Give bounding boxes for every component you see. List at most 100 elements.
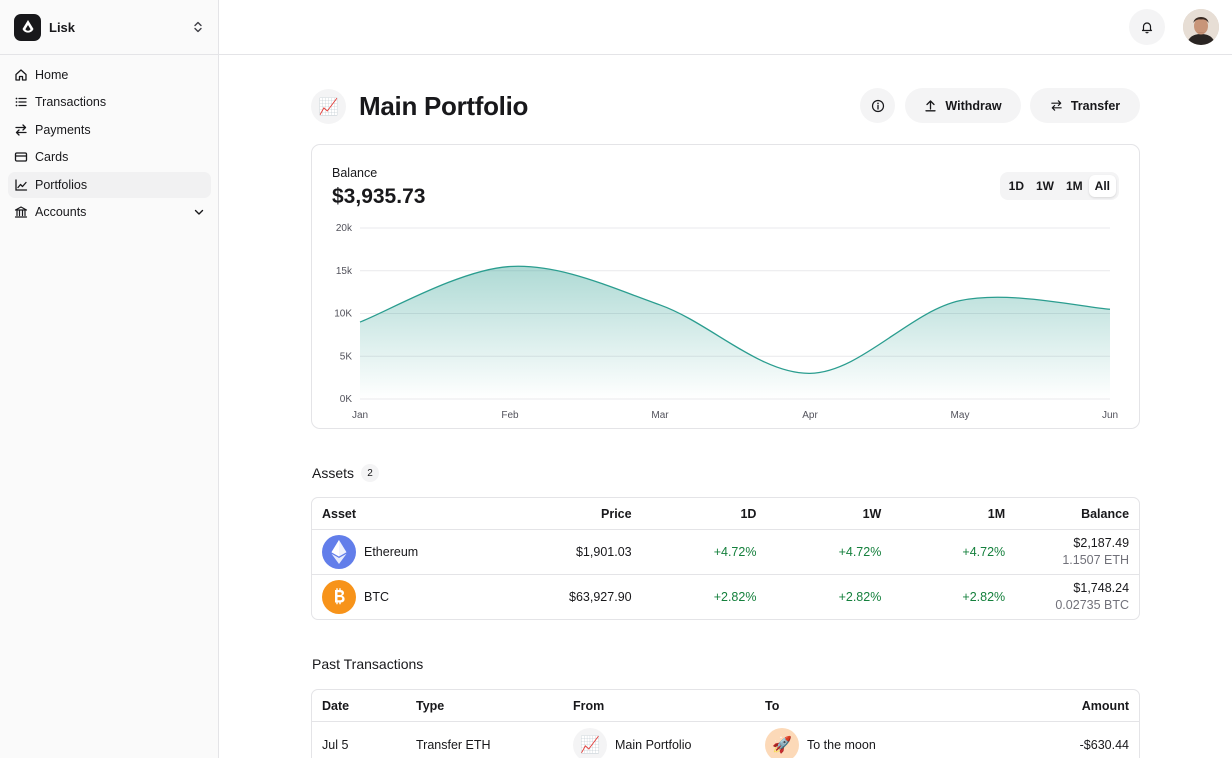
chart-x-tick-label: Feb [501, 410, 519, 421]
chart-x-tick-label: Mar [651, 410, 669, 421]
info-button[interactable] [860, 88, 895, 123]
column-header: 1D [740, 506, 757, 521]
list-icon [15, 97, 27, 107]
sidebar-item-label: Cards [35, 150, 69, 165]
chart-y-tick-label: 20k [336, 223, 353, 234]
transaction-from-name: Main Portfolio [615, 737, 692, 752]
asset-price: $1,901.03 [575, 545, 632, 559]
assets-heading: Assets 2 [312, 464, 380, 482]
sidebar: Lisk Home Transactions Payments Cards Po… [0, 0, 219, 758]
ethereum-icon [322, 535, 356, 569]
transaction-to-name: To the moon [807, 737, 876, 752]
column-header: Asset [322, 506, 357, 521]
table-row[interactable]: Jul 5 Transfer ETH 📈 Main Portfolio 🚀 To… [312, 722, 1139, 758]
table-row[interactable]: BTC $63,927.90 +2.82% +2.82% +2.82% $1,7… [312, 575, 1139, 619]
sidebar-divider [0, 54, 218, 55]
notifications-button[interactable] [1129, 9, 1165, 45]
asset-change-1w: +2.82% [838, 590, 882, 604]
lisk-logo-icon [14, 13, 41, 41]
balance-label: Balance [332, 166, 378, 180]
asset-cell: Ethereum [312, 535, 532, 569]
withdraw-button[interactable]: Withdraw [905, 88, 1021, 123]
column-header: Amount [1081, 698, 1129, 713]
bank-icon [14, 206, 28, 218]
column-header: Balance [1081, 506, 1130, 521]
asset-change-1m: +2.82% [962, 590, 1006, 604]
assets-title: Assets [312, 465, 355, 481]
asset-balance-usd: $2,187.49 [1073, 536, 1130, 550]
chart-x-tick-label: Jan [352, 410, 368, 421]
asset-balance-coin: 0.02735 BTC [1055, 598, 1130, 612]
transaction-date: Jul 5 [322, 737, 349, 752]
avatar[interactable] [1183, 9, 1219, 45]
column-header: 1M [987, 506, 1006, 521]
transactions-heading: Past Transactions [312, 656, 423, 672]
column-header: 1W [862, 506, 882, 521]
asset-cell: BTC [312, 580, 532, 614]
chart-area-fill [360, 266, 1110, 399]
arrows-icon [15, 124, 27, 136]
asset-balance-usd: $1,748.24 [1073, 581, 1130, 595]
asset-name: BTC [364, 590, 389, 604]
column-header: From [573, 698, 605, 713]
sidebar-item-portfolios[interactable]: Portfolios [8, 171, 211, 198]
asset-change-1d: +2.82% [713, 590, 757, 604]
page-title: Main Portfolio [359, 91, 529, 121]
topbar-divider [219, 54, 1232, 55]
table-row[interactable]: Ethereum $1,901.03 +4.72% +4.72% +4.72% … [312, 530, 1139, 575]
range-all-button[interactable]: All [1088, 175, 1116, 197]
bell-icon [1141, 22, 1153, 34]
sidebar-item-payments[interactable]: Payments [8, 117, 211, 143]
sidebar-item-label: Home [35, 68, 69, 82]
transactions-title: Past Transactions [312, 656, 424, 672]
transaction-amount: -$630.44 [1079, 737, 1129, 752]
chart-y-tick-label: 0K [340, 394, 353, 405]
asset-name: Ethereum [364, 545, 419, 559]
asset-change-1d: +4.72% [713, 545, 757, 559]
range-selector: 1D 1W 1M All [999, 172, 1119, 200]
range-1m-button[interactable]: 1M [1065, 179, 1083, 193]
table-header: Asset Price 1D 1W 1M Balance [312, 498, 1139, 530]
transaction-type: Transfer ETH [416, 737, 491, 752]
rocket-icon: 🚀 [765, 727, 799, 758]
balance-chart: 20k 15k 10K 5K 0K Jan Feb Mar Apr May Jun [334, 223, 1118, 421]
credit-card-icon [14, 152, 28, 162]
bitcoin-icon [322, 580, 356, 614]
chart-x-tick-label: Jun [1102, 410, 1118, 421]
chart-x-tick-label: May [951, 410, 970, 421]
asset-balance: $1,748.24 0.02735 BTC [1015, 580, 1139, 614]
balance-value: $3,935.73 [332, 185, 426, 208]
sidebar-item-accounts[interactable]: Accounts [8, 199, 211, 225]
balance-card: 20k 15k 10K 5K 0K Jan Feb Mar Apr May Jun Balance… [311, 144, 1140, 429]
chevron-down-icon[interactable] [193, 206, 205, 218]
portfolio-icon: 📈 [311, 89, 346, 124]
asset-change-1m: +4.72% [962, 545, 1006, 559]
table-header: Date Type From To Amount [312, 690, 1139, 722]
chart-series-line [359, 265, 1111, 375]
transfer-button[interactable]: Transfer [1030, 88, 1140, 123]
range-1w-button[interactable]: 1W [1035, 179, 1054, 193]
home-icon [15, 69, 27, 81]
column-header: Price [601, 506, 632, 521]
upload-icon [925, 100, 937, 112]
transaction-to: 🚀 To the moon [755, 727, 947, 758]
sidebar-nav: Home Transactions Payments Cards Portfol… [8, 62, 211, 226]
sidebar-item-home[interactable]: Home [8, 62, 211, 88]
assets-table: Asset Price 1D 1W 1M Balance Ethereum $1… [311, 497, 1140, 620]
arrows-icon [1051, 100, 1062, 111]
sidebar-item-transactions[interactable]: Transactions [8, 89, 211, 115]
column-header: To [765, 698, 780, 713]
asset-price: $63,927.90 [569, 590, 632, 604]
team-name: Lisk [49, 19, 76, 35]
asset-balance: $2,187.49 1.1507 ETH [1015, 535, 1139, 569]
asset-change-1w: +4.72% [838, 545, 882, 559]
chart-line-icon [15, 178, 28, 191]
sidebar-item-cards[interactable]: Cards [8, 144, 211, 170]
user-photo-icon [1183, 9, 1219, 45]
transaction-from: 📈 Main Portfolio [563, 727, 755, 758]
chevron-up-down-icon [194, 21, 202, 33]
range-1d-button[interactable]: 1D [1008, 179, 1024, 193]
team-switcher[interactable]: Lisk [8, 8, 211, 46]
column-header: Date [322, 698, 350, 713]
column-header: Type [416, 698, 445, 713]
